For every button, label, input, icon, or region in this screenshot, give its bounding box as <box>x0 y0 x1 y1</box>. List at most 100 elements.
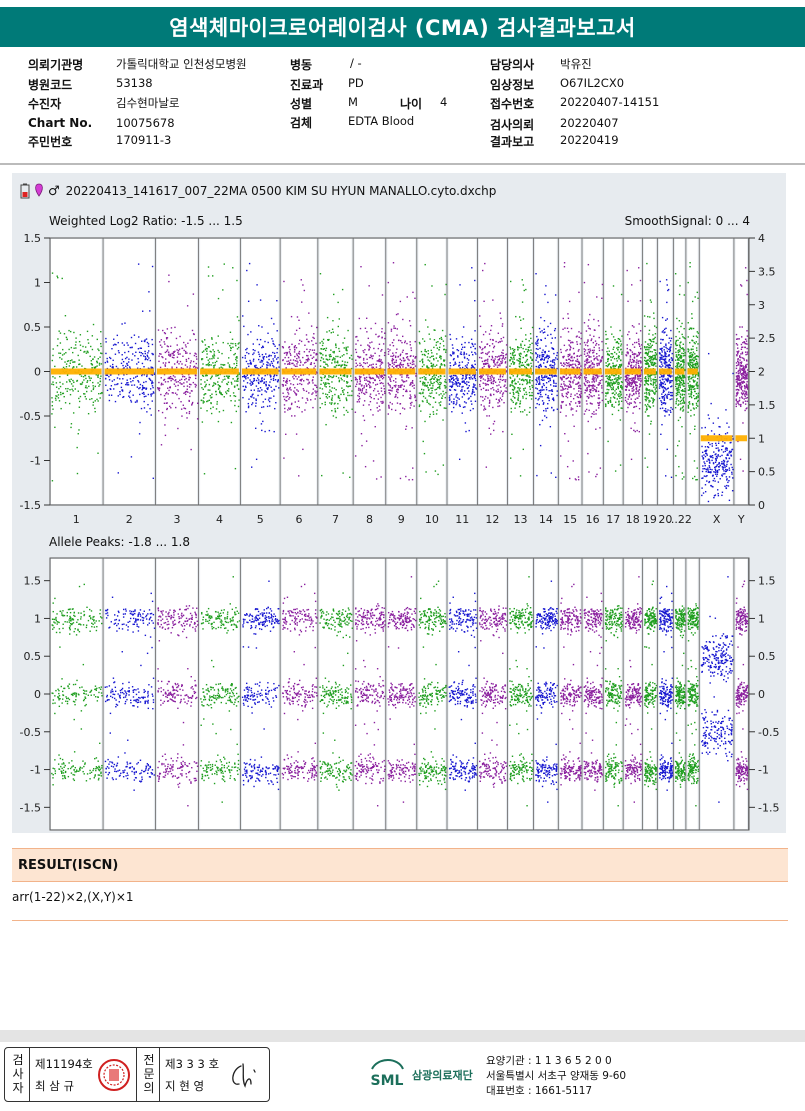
data-point <box>474 351 476 354</box>
patient-info: 의뢰기관명 가톨릭대학교 인천성모병원 병원코드 53138 수진자 김수현마날… <box>0 52 805 160</box>
data-point <box>383 388 386 390</box>
data-point <box>195 362 197 365</box>
data-point <box>488 402 491 404</box>
data-point <box>359 383 361 385</box>
data-point <box>377 347 380 350</box>
data-point <box>462 375 464 377</box>
data-point <box>553 365 555 367</box>
data-point <box>401 341 403 344</box>
data-point <box>370 386 372 388</box>
data-point <box>548 389 550 392</box>
data-point <box>208 399 211 402</box>
data-point <box>527 349 530 351</box>
data-point <box>177 380 179 383</box>
data-point <box>388 363 390 366</box>
data-point <box>325 383 327 385</box>
data-point <box>461 361 464 363</box>
data-point <box>509 359 511 362</box>
data-point <box>471 267 473 269</box>
data-point <box>518 353 520 355</box>
data-point <box>334 393 336 396</box>
data-point <box>515 338 517 341</box>
data-point <box>525 355 528 357</box>
data-point <box>245 411 247 413</box>
data-point <box>381 362 384 364</box>
data-point <box>650 397 653 399</box>
data-point <box>254 366 256 368</box>
data-point <box>175 337 178 340</box>
data-point <box>653 312 655 314</box>
data-point <box>598 394 600 396</box>
data-point <box>358 401 360 403</box>
data-point <box>252 343 254 345</box>
data-point <box>368 285 370 287</box>
data-point <box>348 385 350 387</box>
data-point <box>509 359 511 361</box>
data-point <box>147 403 149 406</box>
data-point <box>607 376 610 378</box>
data-point <box>428 416 431 418</box>
data-point <box>427 381 429 384</box>
data-point <box>345 398 348 401</box>
data-point <box>346 349 348 352</box>
data-point <box>571 357 573 359</box>
data-point <box>627 300 629 303</box>
data-point <box>358 383 360 385</box>
data-point <box>252 349 255 351</box>
data-point <box>502 354 505 357</box>
data-point <box>452 406 455 409</box>
data-point <box>363 400 366 402</box>
data-point <box>326 316 329 319</box>
data-point <box>409 390 411 393</box>
data-point <box>335 355 337 358</box>
data-point <box>523 374 525 376</box>
data-point <box>618 382 620 384</box>
data-point <box>411 363 414 366</box>
data-point <box>109 374 112 376</box>
data-point <box>493 429 495 432</box>
data-point <box>488 366 491 369</box>
data-point <box>565 378 567 380</box>
data-point <box>356 379 358 381</box>
data-point <box>92 404 94 406</box>
data-point <box>576 383 578 385</box>
data-point <box>206 353 208 355</box>
data-point <box>592 377 594 380</box>
data-point <box>294 333 296 335</box>
data-point <box>298 343 300 345</box>
data-point <box>488 405 490 407</box>
data-point <box>433 339 436 341</box>
data-point <box>251 394 253 396</box>
data-point <box>217 384 219 386</box>
data-point <box>254 427 257 430</box>
data-point <box>108 375 110 378</box>
data-point <box>362 387 364 390</box>
data-point <box>646 346 648 348</box>
data-point <box>90 390 93 392</box>
data-point <box>440 393 442 395</box>
data-point <box>577 476 580 478</box>
data-point <box>636 359 638 361</box>
data-point <box>650 346 652 349</box>
data-point <box>73 361 75 363</box>
data-point <box>449 338 452 340</box>
data-point <box>160 377 162 379</box>
resident-no-value: 170911-3 <box>116 133 172 147</box>
data-point <box>286 378 288 380</box>
data-point <box>296 365 298 368</box>
data-point <box>612 365 614 367</box>
data-point <box>303 351 306 353</box>
data-point <box>576 358 579 360</box>
data-point <box>419 380 422 383</box>
data-point <box>332 331 335 333</box>
data-point <box>598 325 600 327</box>
data-point <box>413 360 415 363</box>
data-point <box>388 384 390 386</box>
data-point <box>137 361 140 363</box>
data-point <box>432 365 434 367</box>
data-point <box>653 362 656 364</box>
data-point <box>646 389 649 391</box>
data-point <box>620 348 622 351</box>
data-point <box>394 409 397 412</box>
data-point <box>249 359 251 362</box>
